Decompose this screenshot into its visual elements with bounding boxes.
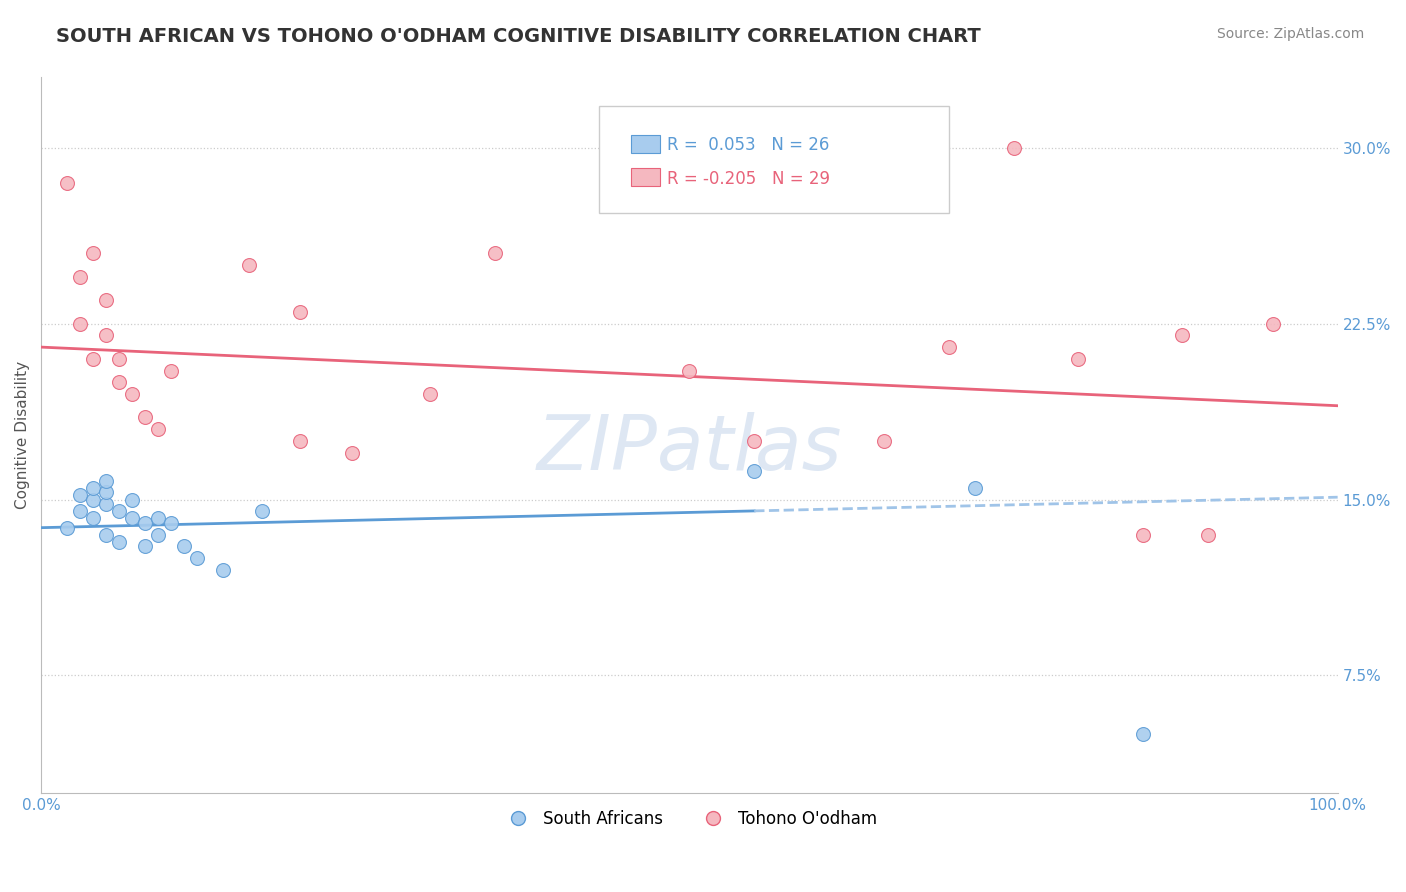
Point — [211, 563, 233, 577]
Point — [938, 340, 960, 354]
Point — [146, 511, 169, 525]
Point — [250, 504, 273, 518]
Point — [82, 351, 104, 366]
Point — [56, 176, 79, 190]
Point — [342, 445, 364, 459]
Point — [94, 485, 117, 500]
Point — [69, 488, 91, 502]
Point — [742, 464, 765, 478]
Text: Source: ZipAtlas.com: Source: ZipAtlas.com — [1216, 27, 1364, 41]
Point — [82, 246, 104, 260]
Point — [484, 246, 506, 260]
Point — [56, 521, 79, 535]
Point — [69, 269, 91, 284]
Point — [1132, 727, 1154, 741]
Point — [1171, 328, 1194, 343]
Point — [146, 527, 169, 541]
Point — [69, 504, 91, 518]
Point — [1002, 141, 1025, 155]
Point — [94, 497, 117, 511]
Text: SOUTH AFRICAN VS TOHONO O'ODHAM COGNITIVE DISABILITY CORRELATION CHART: SOUTH AFRICAN VS TOHONO O'ODHAM COGNITIV… — [56, 27, 981, 45]
Point — [678, 363, 700, 377]
Point — [121, 387, 143, 401]
Point — [1067, 351, 1090, 366]
Y-axis label: Cognitive Disability: Cognitive Disability — [15, 361, 30, 509]
Point — [108, 376, 131, 390]
Point — [82, 481, 104, 495]
Point — [1132, 527, 1154, 541]
Point — [108, 504, 131, 518]
Point — [963, 481, 986, 495]
Text: R = -0.205   N = 29: R = -0.205 N = 29 — [668, 170, 831, 188]
Point — [873, 434, 896, 448]
Point — [186, 551, 208, 566]
Point — [134, 540, 156, 554]
Point — [146, 422, 169, 436]
Point — [134, 410, 156, 425]
Point — [1197, 527, 1219, 541]
Point — [69, 317, 91, 331]
Point — [159, 516, 181, 530]
Point — [419, 387, 441, 401]
Text: R =  0.053   N = 26: R = 0.053 N = 26 — [668, 136, 830, 154]
Point — [121, 492, 143, 507]
Legend: South Africans, Tohono O'odham: South Africans, Tohono O'odham — [495, 803, 884, 834]
Point — [108, 351, 131, 366]
Point — [159, 363, 181, 377]
Point — [1261, 317, 1284, 331]
Point — [742, 434, 765, 448]
Bar — [631, 169, 659, 186]
Point — [134, 516, 156, 530]
Point — [94, 474, 117, 488]
Point — [94, 293, 117, 308]
Point — [108, 534, 131, 549]
Point — [290, 434, 312, 448]
Text: ZIPatlas: ZIPatlas — [537, 412, 842, 486]
Point — [82, 511, 104, 525]
Point — [82, 492, 104, 507]
Point — [173, 540, 195, 554]
Point — [238, 258, 260, 272]
FancyBboxPatch shape — [599, 106, 949, 213]
Bar — [631, 135, 659, 153]
Point — [94, 328, 117, 343]
Point — [290, 305, 312, 319]
Point — [121, 511, 143, 525]
Point — [94, 527, 117, 541]
